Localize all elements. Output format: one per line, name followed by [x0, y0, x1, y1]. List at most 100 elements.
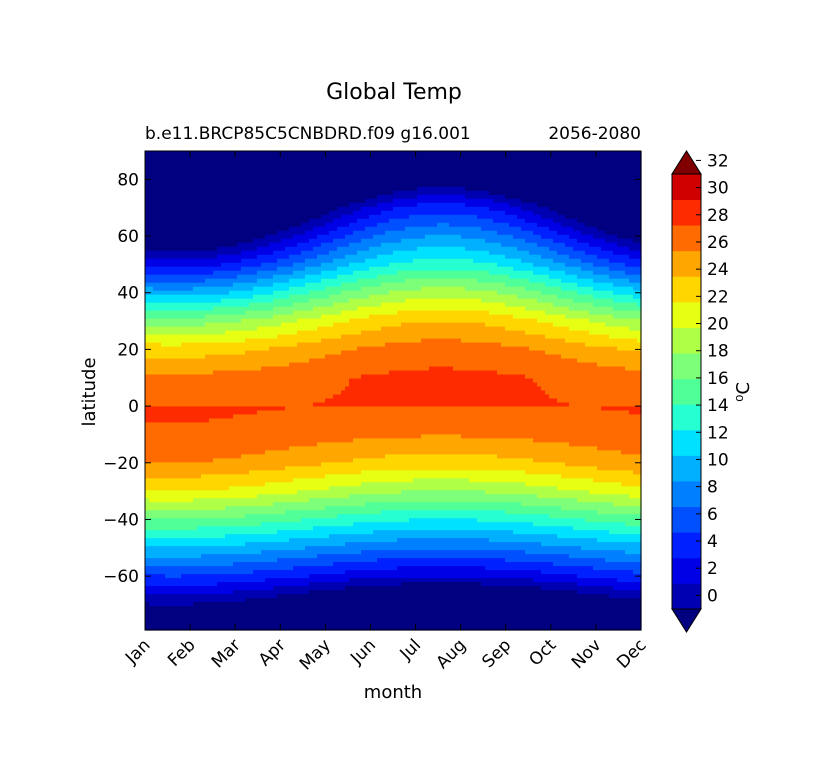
contour-cell [285, 174, 290, 180]
contour-cell [305, 162, 310, 168]
contour-cell [605, 250, 610, 256]
contour-cell [441, 242, 446, 248]
contour-cell [405, 250, 410, 256]
contour-cell [365, 250, 370, 256]
contour-cell [485, 206, 490, 212]
contour-cell [321, 266, 326, 272]
contour-cell [217, 178, 222, 184]
contour-cell [365, 262, 370, 268]
contour-cell [601, 198, 606, 204]
contour-cell [597, 166, 602, 172]
contour-cell [209, 151, 214, 156]
contour-cell [489, 250, 494, 256]
contour-cell [573, 194, 578, 200]
contour-cell [417, 182, 422, 188]
contour-cell [305, 226, 310, 232]
contour-cell [541, 226, 546, 232]
contour-cell [201, 302, 206, 308]
contour-cell [505, 178, 510, 184]
contour-cell [353, 298, 358, 304]
contour-cell [301, 190, 306, 196]
contour-cell [149, 242, 154, 248]
contour-cell [201, 210, 206, 216]
contour-cell [369, 202, 374, 208]
contour-cell [597, 162, 602, 168]
contour-cell [497, 178, 502, 184]
contour-cell [357, 234, 362, 240]
contour-cell [433, 198, 438, 204]
contour-cell [373, 238, 378, 244]
contour-cell [177, 266, 182, 272]
contour-cell [401, 170, 406, 176]
contour-cell [365, 274, 370, 280]
contour-cell [369, 214, 374, 220]
contour-cell [473, 198, 478, 204]
contour-cell [309, 230, 314, 236]
contour-cell [405, 294, 410, 300]
contour-cell [209, 242, 214, 248]
contour-cell [241, 158, 246, 164]
contour-cell [193, 230, 198, 236]
contour-cell [597, 294, 602, 300]
contour-cell [269, 234, 274, 240]
contour-cell [481, 198, 486, 204]
contour-cell [353, 262, 358, 268]
contour-cell [261, 222, 266, 228]
contour-cell [165, 254, 170, 260]
contour-cell [541, 234, 546, 240]
contour-cell [157, 306, 162, 312]
contour-cell [377, 254, 382, 260]
contour-cell [149, 230, 154, 236]
contour-cell [185, 298, 190, 304]
contour-cell [625, 158, 630, 164]
contour-cell [221, 246, 226, 252]
contour-cell [161, 174, 166, 180]
contour-cell [533, 162, 538, 168]
contour-cell [637, 270, 642, 276]
contour-cell [145, 218, 150, 224]
contour-cell [317, 242, 322, 248]
contour-cell [557, 170, 562, 176]
contour-cell [257, 158, 262, 164]
contour-cell [197, 274, 202, 280]
contour-cell [277, 206, 282, 212]
contour-cell [621, 151, 626, 156]
contour-cell [257, 226, 262, 232]
contour-cell [237, 151, 242, 156]
contour-cell [425, 186, 430, 192]
contour-cell [545, 258, 550, 264]
contour-cell [517, 254, 522, 260]
contour-cell [289, 190, 294, 196]
contour-cell [545, 274, 550, 280]
contour-cell [285, 266, 290, 272]
contour-cell [229, 246, 234, 252]
contour-cell [501, 186, 506, 192]
contour-cell [325, 162, 330, 168]
contour-cell [229, 158, 234, 164]
contour-cell [393, 286, 398, 292]
contour-cell [153, 238, 158, 244]
contour-cell [165, 278, 170, 284]
contour-cell [369, 246, 374, 252]
contour-cell [497, 218, 502, 224]
contour-cell [257, 214, 262, 220]
contour-cell [573, 174, 578, 180]
contour-cell [269, 170, 274, 176]
contour-cell [517, 186, 522, 192]
contour-cell [501, 202, 506, 208]
contour-cell [425, 162, 430, 168]
contour-cell [429, 206, 434, 212]
contour-cell [277, 278, 282, 284]
contour-cell [457, 162, 462, 168]
contour-cell [561, 282, 566, 288]
contour-cell [165, 194, 170, 200]
contour-cell [493, 274, 498, 280]
contour-cell [509, 162, 514, 168]
contour-cell [457, 222, 462, 228]
contour-cell [205, 178, 210, 184]
contour-cell [385, 174, 390, 180]
contour-cell [441, 222, 446, 228]
contour-cell [165, 214, 170, 220]
contour-cell [381, 298, 386, 304]
contour-cell [537, 306, 542, 312]
